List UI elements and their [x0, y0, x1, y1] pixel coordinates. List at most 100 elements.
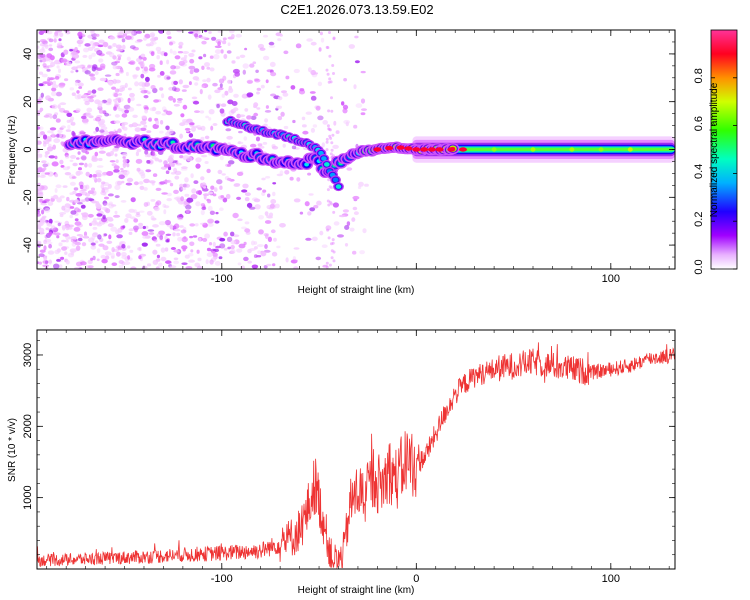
heatmap-cell	[44, 151, 50, 155]
heatmap-cell	[310, 41, 317, 46]
heatmap-cell	[214, 49, 222, 54]
heatmap-cell	[569, 147, 575, 152]
heatmap-cell	[47, 201, 54, 206]
heatmap-cell	[138, 61, 144, 65]
heatmap-cell	[53, 263, 60, 269]
heatmap-cell	[282, 92, 289, 97]
heatmap-cell	[122, 152, 128, 157]
heatmap-cell	[98, 109, 104, 114]
heatmap-cell	[44, 207, 51, 213]
heatmap-cell	[153, 99, 160, 103]
heatmap-cell	[53, 38, 57, 43]
heatmap-cell	[63, 49, 69, 55]
heatmap-cell	[76, 157, 80, 160]
heatmap-cell	[112, 65, 118, 70]
heatmap-cell	[226, 50, 232, 54]
heatmap-cell	[293, 198, 301, 203]
heatmap-cell	[305, 111, 312, 115]
heatmap-cell	[274, 203, 280, 209]
heatmap-cell	[78, 167, 82, 171]
heatmap-cell	[327, 203, 331, 207]
heatmap-cell	[200, 203, 206, 207]
heatmap-cell	[262, 55, 270, 61]
heatmap-cell	[186, 156, 193, 162]
heatmap-cell	[58, 38, 62, 42]
heatmap-cell	[201, 83, 209, 89]
heatmap-cell	[254, 78, 261, 83]
heatmap-cell	[96, 248, 101, 254]
heatmap-cell	[48, 44, 53, 47]
heatmap-cell	[294, 259, 298, 262]
heatmap-cell	[55, 91, 63, 97]
heatmap-cell	[57, 129, 63, 134]
heatmap-cell	[152, 259, 159, 265]
heatmap-cell	[85, 184, 90, 190]
heatmap-cell	[190, 194, 198, 200]
heatmap-cell	[159, 130, 164, 134]
heatmap-cell	[179, 183, 184, 188]
heatmap-cell	[159, 60, 163, 65]
heatmap-cell	[161, 93, 165, 99]
heatmap-cell	[142, 225, 146, 230]
heatmap-cell	[330, 186, 333, 190]
heatmap-cell	[169, 224, 174, 230]
heatmap-cell	[271, 145, 279, 150]
heatmap-cell	[58, 264, 63, 269]
heatmap-cell	[99, 77, 107, 82]
heatmap-cell	[83, 47, 90, 53]
heatmap-cell	[360, 98, 366, 104]
heatmap-cell	[200, 125, 206, 131]
heatmap-cell	[73, 187, 79, 191]
heatmap-cell	[186, 197, 194, 203]
heatmap-cell	[263, 265, 268, 269]
heatmap-cell	[84, 162, 88, 168]
heatmap-cell	[46, 222, 53, 227]
spectrogram-panel: -100 100 -40 -20 0 20 40 Height of straight li…	[7, 29, 676, 296]
heatmap-cell	[160, 256, 167, 262]
heatmap-cell	[204, 30, 208, 33]
heatmap-cell	[85, 171, 90, 177]
heatmap-cell	[182, 104, 188, 110]
heatmap-cell	[328, 54, 332, 58]
heatmap-cell	[420, 147, 429, 152]
heatmap-cell	[124, 218, 129, 223]
heatmap-cell	[77, 82, 84, 87]
heatmap-cell	[182, 51, 189, 54]
heatmap-cell	[179, 133, 183, 139]
heatmap-cell	[80, 204, 86, 209]
heatmap-cell	[201, 65, 205, 71]
heatmap-cell	[42, 163, 48, 168]
heatmap-cell	[96, 178, 102, 183]
heatmap-cell	[114, 100, 118, 105]
heatmap-cell	[110, 226, 118, 232]
heatmap-cell	[269, 61, 276, 68]
heatmap-cell	[325, 137, 329, 141]
heatmap-cell	[91, 200, 97, 204]
heatmap-cell	[326, 124, 330, 128]
heatmap-cell	[343, 78, 347, 82]
heatmap-cell	[219, 237, 226, 242]
heatmap-cell	[166, 179, 172, 184]
heatmap-cell	[242, 63, 249, 69]
heatmap-cell	[264, 220, 272, 224]
heatmap-cell	[77, 31, 83, 37]
heatmap-cell	[74, 60, 81, 64]
heatmap-cell	[51, 104, 58, 110]
heatmap-cell	[254, 204, 261, 210]
heatmap-cell	[50, 196, 56, 199]
heatmap-cell	[122, 156, 126, 159]
heatmap-cell	[154, 201, 160, 207]
heatmap-cell	[199, 110, 205, 114]
heatmap-cell	[353, 84, 357, 90]
heatmap-cell	[46, 162, 50, 167]
heatmap-cell	[213, 187, 218, 192]
heatmap-cell	[95, 116, 101, 122]
heatmap-cell	[180, 168, 188, 171]
heatmap-cell	[38, 71, 44, 75]
heatmap-cell	[182, 247, 186, 252]
heatmap-cell	[253, 112, 259, 117]
heatmap-cell	[198, 237, 202, 242]
heatmap-cell	[43, 239, 47, 245]
heatmap-cell	[115, 159, 119, 164]
